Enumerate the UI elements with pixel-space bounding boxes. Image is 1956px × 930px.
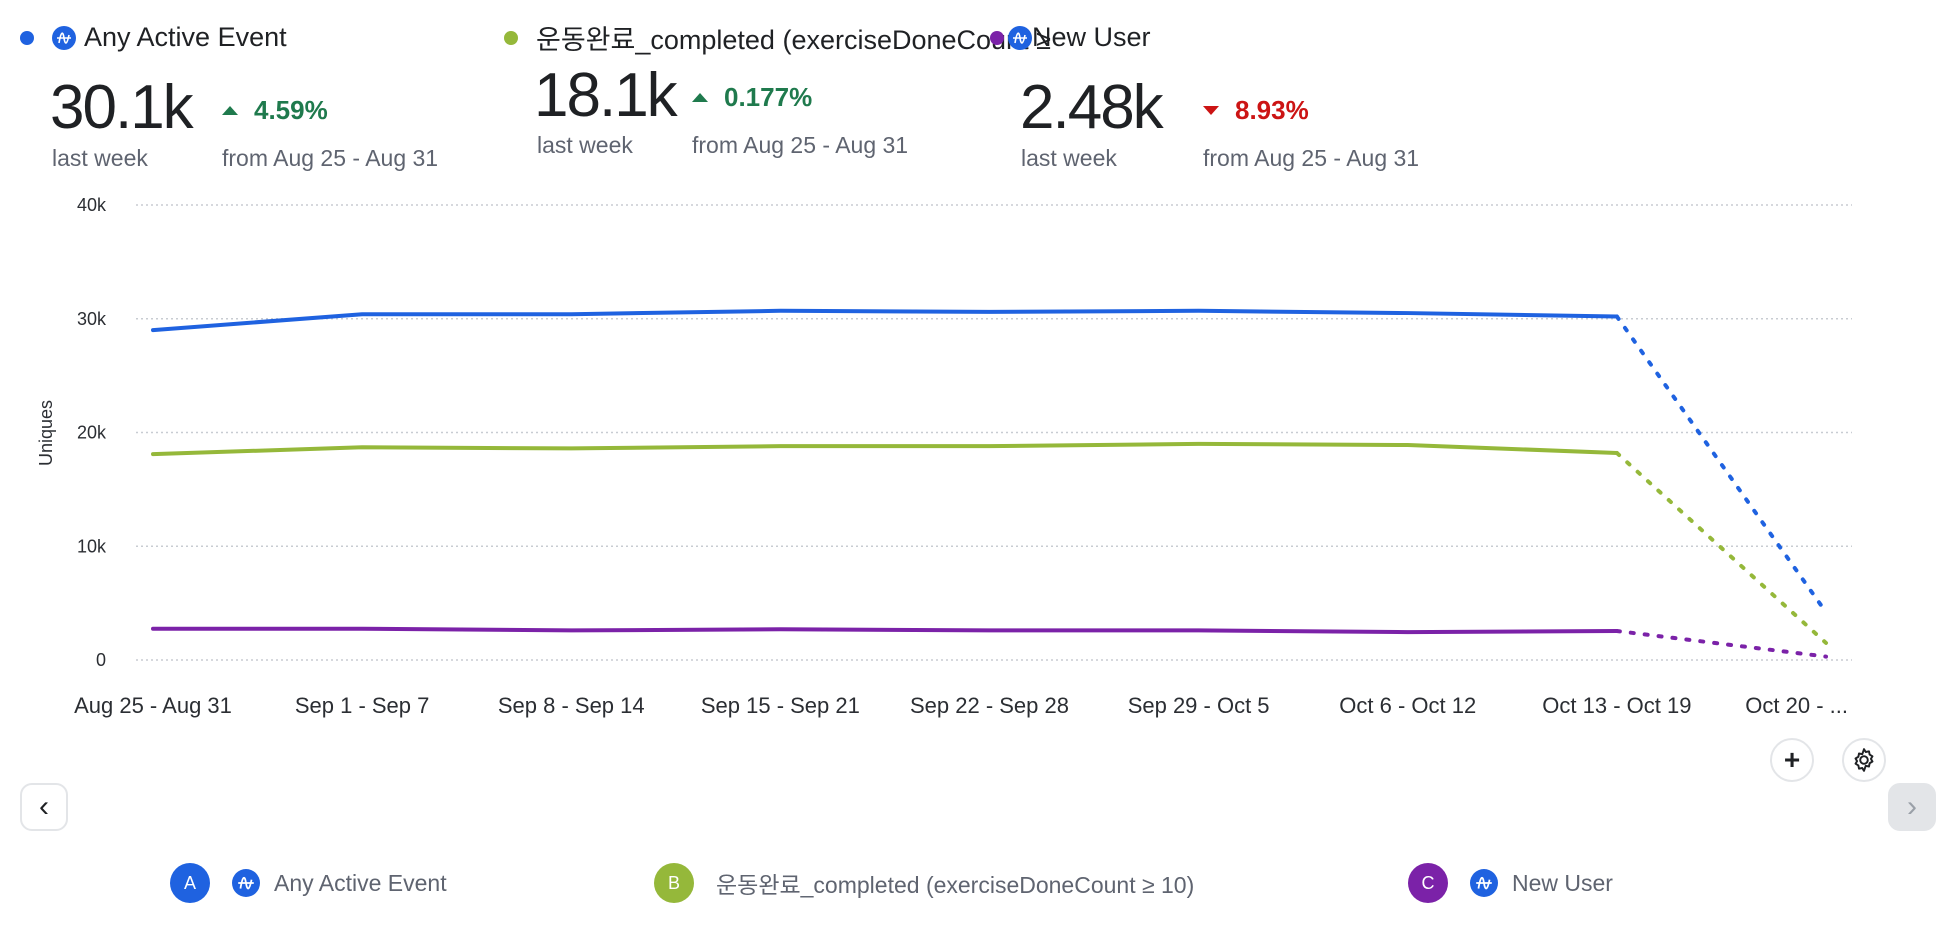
y-axis-ticks: 0 10k 20k 30k 40k (77, 195, 107, 670)
amplitude-event-icon (1470, 869, 1498, 897)
legend-item-a[interactable]: A Any Active Event (170, 863, 447, 903)
legend-label: Any Active Event (274, 869, 447, 896)
metric-delta-value: 0.177% (724, 82, 813, 112)
add-button[interactable]: + (1770, 738, 1814, 782)
amplitude-event-icon (52, 25, 76, 50)
series-A (151, 308, 1828, 615)
metric-label[interactable]: 운동완료_completed (exerciseDoneCount ≥ (536, 25, 1051, 55)
x-tick-label: Oct 6 - Oct 12 (1339, 693, 1476, 718)
metric-header: 운동완료_completed (exerciseDoneCount ≥ (504, 18, 1051, 57)
metric-value: 18.1k (534, 61, 678, 130)
series-line-solid (151, 308, 1619, 333)
series-line-solid (151, 441, 1619, 457)
y-tick-label: 0 (96, 650, 106, 670)
y-tick-label: 20k (77, 423, 107, 443)
legend-item-c[interactable]: C New User (1408, 863, 1613, 903)
metric-delta: 0.177% (692, 82, 812, 113)
legend-label: New User (1512, 869, 1613, 896)
x-tick-label: Aug 25 - Aug 31 (74, 693, 232, 718)
series-color-dot (990, 30, 1004, 45)
scroll-left-button[interactable]: ‹ (20, 783, 68, 831)
x-tick-label: Oct 13 - Oct 19 (1542, 693, 1691, 718)
metric-label[interactable]: New User (1032, 22, 1151, 52)
metric-period: last week (1021, 145, 1117, 171)
x-axis-ticks: Aug 25 - Aug 31 Sep 1 - Sep 7 Sep 8 - Sep … (74, 693, 1848, 718)
chevron-right-icon: › (1907, 790, 1917, 823)
series-color-dot (504, 30, 518, 45)
series-line-incomplete (1614, 314, 1828, 615)
trend-up-icon (222, 106, 238, 115)
metric-delta-value: 8.93% (1235, 95, 1309, 125)
legend-item-b[interactable]: B 운동완료_completed (exerciseDoneCount ≥ 10… (654, 863, 1194, 903)
scroll-right-button[interactable]: › (1888, 783, 1936, 831)
metric-value: 2.48k (1020, 73, 1164, 142)
legend-label: 운동완료_completed (exerciseDoneCount ≥ 10) (716, 872, 1195, 898)
metric-label[interactable]: Any Active Event (84, 22, 287, 52)
series-color-dot (20, 30, 34, 45)
metric-delta: 8.93% (1203, 95, 1309, 126)
x-tick-label: Sep 22 - Sep 28 (910, 693, 1069, 718)
series-badge: C (1408, 863, 1448, 903)
metric-period: last week (537, 132, 633, 158)
y-tick-label: 30k (77, 309, 107, 329)
metric-delta: 4.59% (222, 95, 328, 126)
amplitude-event-icon (232, 869, 260, 897)
chevron-left-icon: ‹ (39, 790, 49, 823)
gear-icon (1854, 748, 1874, 772)
trend-up-icon (692, 93, 708, 102)
series-line-incomplete (1614, 450, 1828, 645)
chart-gridlines (136, 204, 1852, 661)
plus-icon: + (1783, 744, 1801, 775)
line-chart: 0 10k 20k 30k 40k Uniques Aug 25 - Aug 31 Sep… (36, 195, 1852, 718)
chart-series-lines (151, 308, 1828, 659)
metric-header: Any Active Event (20, 22, 287, 53)
trend-down-icon (1203, 106, 1219, 115)
metric-comparison: from Aug 25 - Aug 31 (1203, 145, 1420, 171)
chart-settings-button[interactable] (1842, 738, 1886, 782)
metric-comparison: from Aug 25 - Aug 31 (222, 145, 439, 171)
amplitude-event-icon (1008, 25, 1032, 50)
metric-comparison: from Aug 25 - Aug 31 (692, 132, 909, 158)
metric-header: New User (990, 22, 1151, 53)
y-tick-label: 10k (77, 536, 107, 556)
metric-value: 30.1k (50, 73, 194, 142)
series-line-incomplete (1614, 628, 1828, 659)
metric-delta-value: 4.59% (254, 95, 328, 125)
x-tick-label: Sep 15 - Sep 21 (701, 693, 860, 718)
series-badge: B (654, 863, 694, 903)
series-C (151, 626, 1828, 659)
metric-period: last week (52, 145, 148, 171)
x-tick-label: Sep 1 - Sep 7 (295, 693, 430, 718)
series-badge: A (170, 863, 210, 903)
series-line-solid (151, 626, 1619, 635)
y-tick-label: 40k (77, 195, 107, 215)
x-tick-label: Oct 20 - ... (1745, 693, 1848, 718)
x-tick-label: Sep 29 - Oct 5 (1128, 693, 1270, 718)
x-tick-label: Sep 8 - Sep 14 (498, 693, 645, 718)
y-axis-label: Uniques (36, 400, 56, 466)
series-B (151, 441, 1828, 645)
